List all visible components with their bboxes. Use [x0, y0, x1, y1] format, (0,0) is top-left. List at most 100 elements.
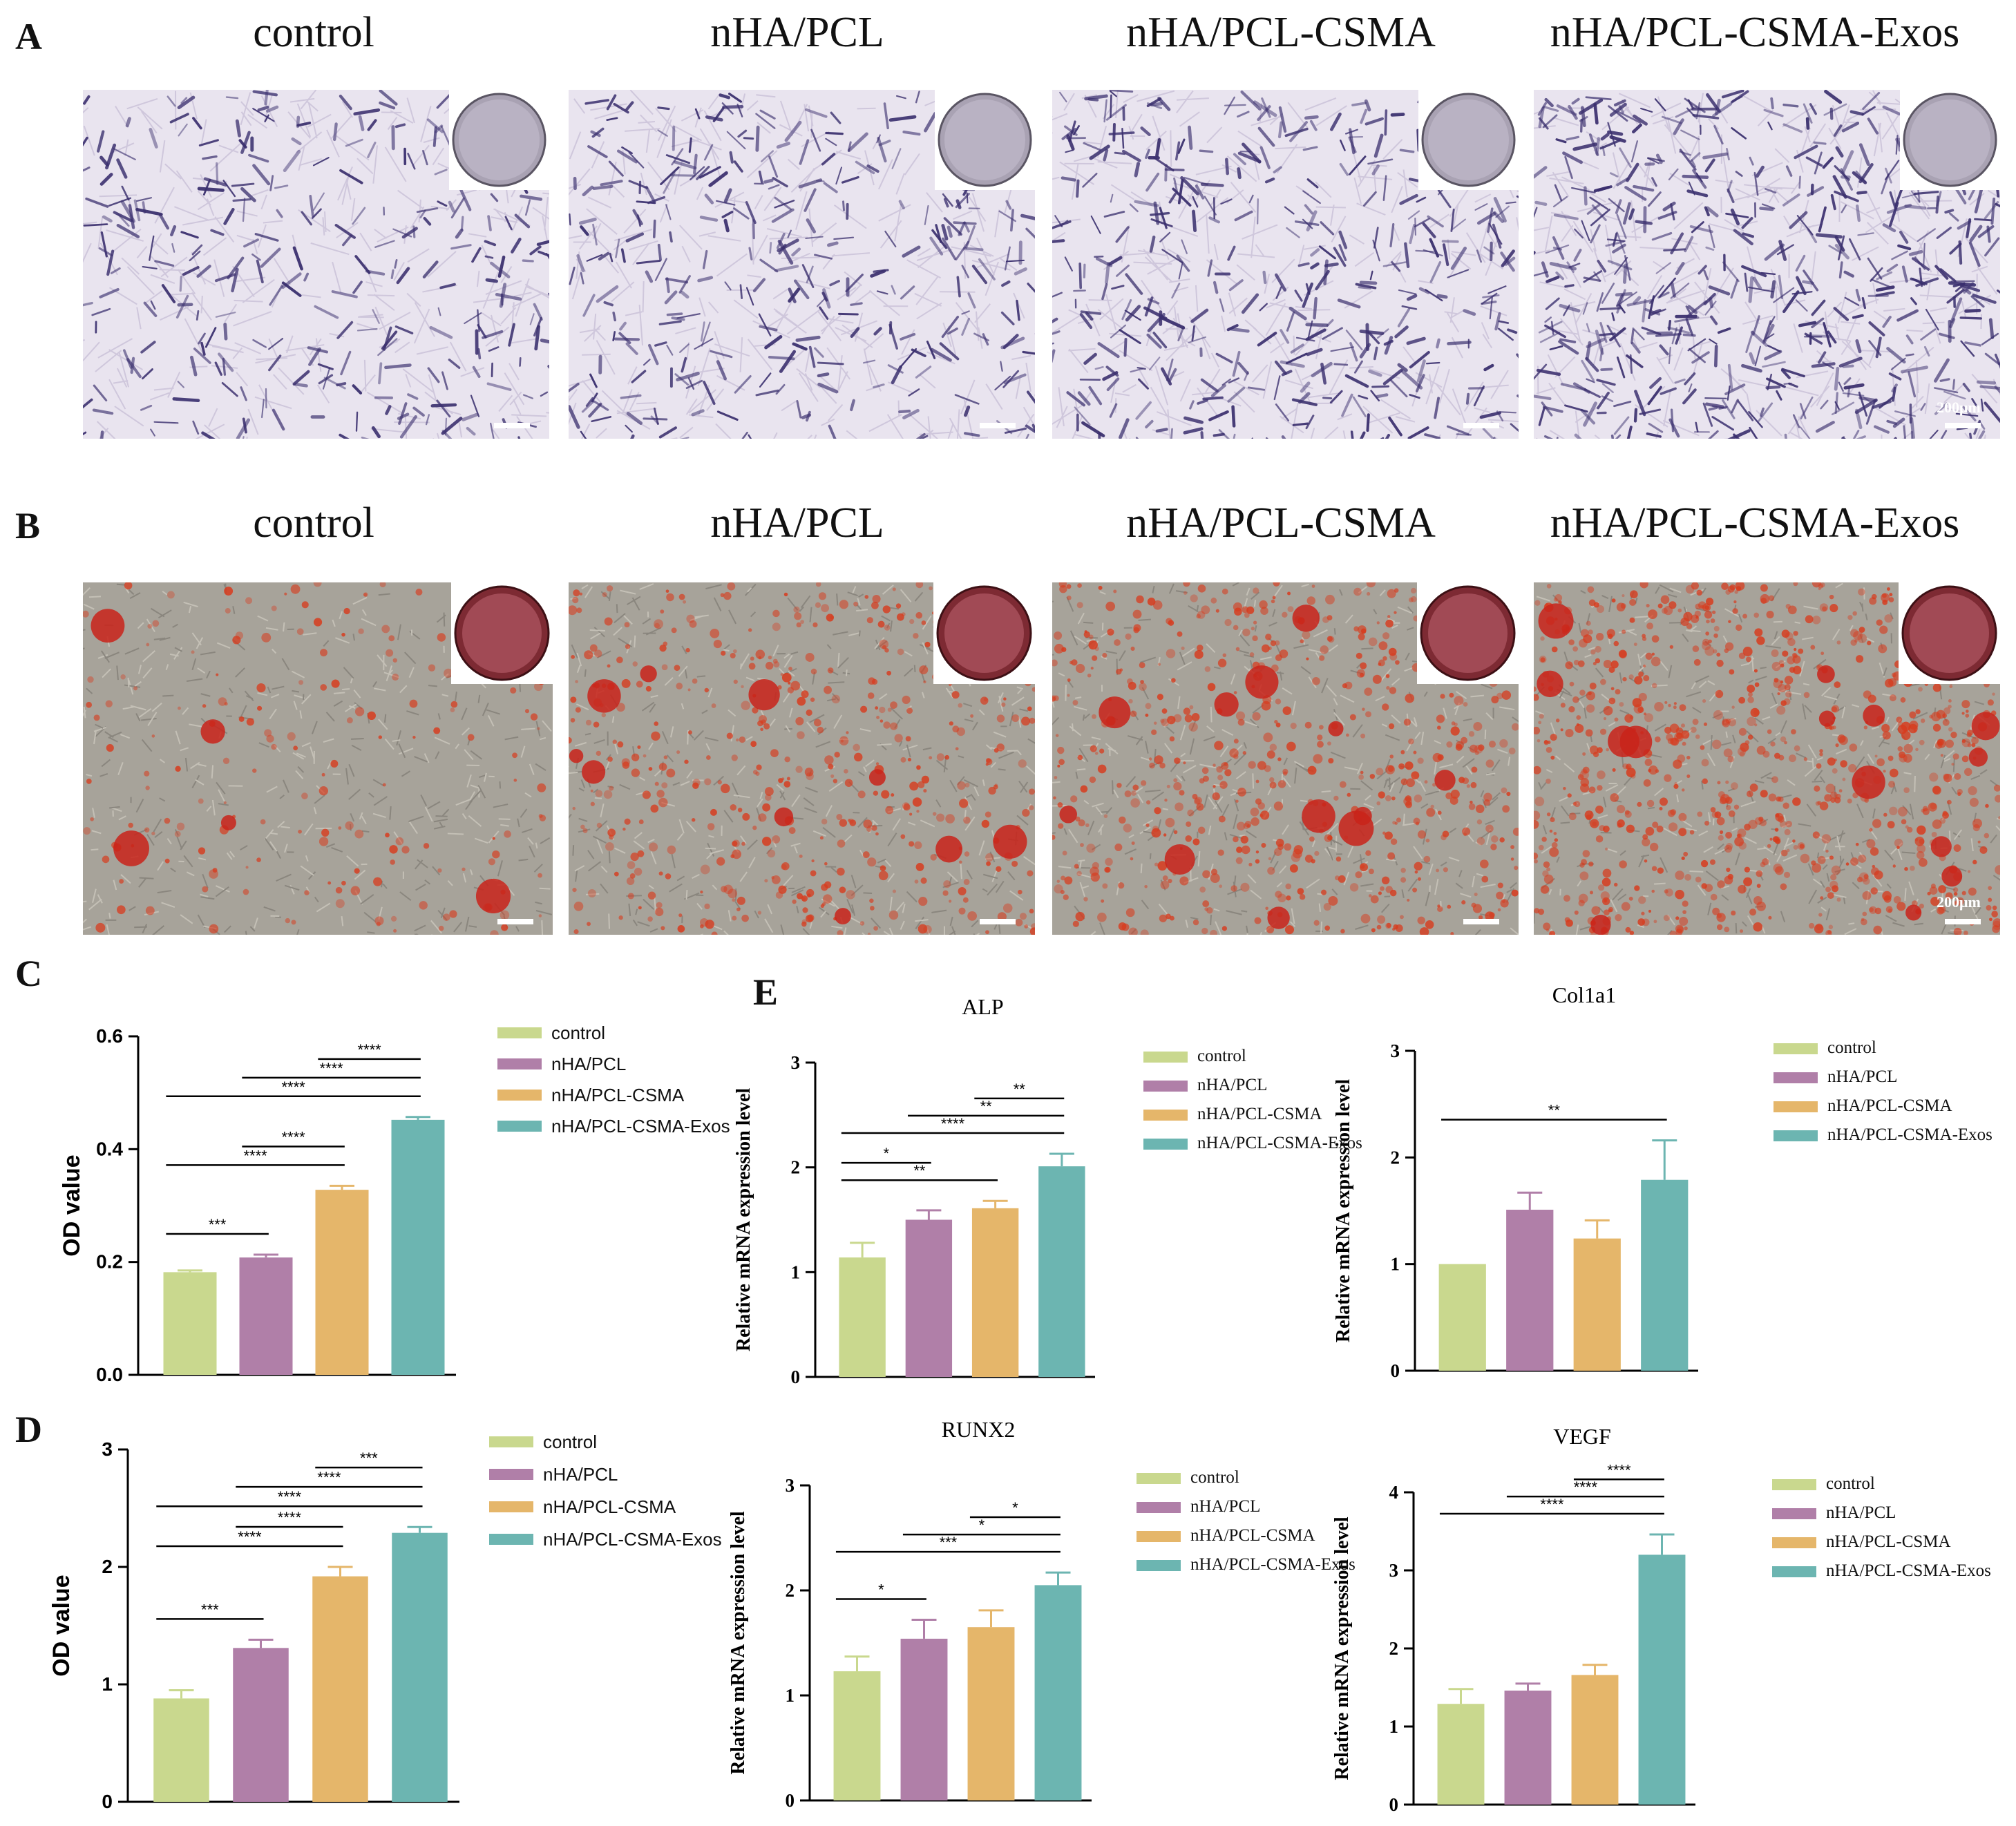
significance-label: ***: [940, 1534, 958, 1551]
chart-title: ALP: [962, 994, 1003, 1019]
axes: 0 1 2 3: [786, 1475, 1092, 1811]
axes: 0 1 2 3: [102, 1438, 459, 1812]
bar-nha-pcl-csma: [1571, 1675, 1619, 1805]
bar-nha-pcl-csma: [1573, 1238, 1621, 1371]
legend-label: nHA/PCL-CSMA: [1197, 1105, 1322, 1123]
legend-label: nHA/PCL-CSMA-Exos: [1190, 1555, 1356, 1574]
scale-bar-label: 200μm: [1937, 399, 1981, 416]
bar-nha-pcl-csma: [315, 1190, 369, 1375]
panel-a-title-nha-pcl-csma: nHA/PCL-CSMA: [1126, 9, 1436, 56]
legend-label: control: [1197, 1047, 1246, 1065]
significance-label: **: [980, 1098, 993, 1115]
legend-e-runx2: control nHA/PCL nHA/PCL-CSMA nHA/PCL-CSM…: [1137, 1468, 1385, 1586]
scale-bar-label: 200μm: [1937, 893, 1981, 911]
legend-swatch-control: [489, 1436, 533, 1447]
alp-well-inset-nha-pcl: [935, 90, 1035, 190]
legend-swatch-nha-pcl: [1143, 1081, 1188, 1092]
y-tick-label: 0: [102, 1791, 113, 1812]
y-tick-label: 1: [1389, 1716, 1399, 1737]
bar-control: [1437, 1704, 1485, 1805]
scale-bar: [1945, 919, 1981, 924]
legend-swatch-nha-pcl-csma-exos: [1773, 1130, 1818, 1141]
chart-title: Col1a1: [1552, 982, 1616, 1007]
legend-label: nHA/PCL-CSMA: [543, 1496, 676, 1517]
legend-label: nHA/PCL-CSMA: [1827, 1096, 1952, 1115]
legend-d: control nHA/PCL nHA/PCL-CSMA nHA/PCL-CSM…: [489, 1432, 752, 1556]
legend-swatch-nha-pcl-csma-exos: [1772, 1566, 1816, 1577]
bar-nha-pcl-csma: [967, 1627, 1015, 1800]
chart-title: RUNX2: [942, 1417, 1016, 1442]
legend-swatch-nha-pcl-csma: [497, 1090, 542, 1101]
ars-well-inset-nha-pcl-csma: [1417, 582, 1519, 684]
legend-swatch-control: [1773, 1043, 1818, 1054]
significance-label: ***: [209, 1216, 227, 1233]
y-tick-label: 3: [102, 1438, 113, 1460]
scale-bar: [980, 919, 1016, 924]
legend-e-col1a1: control nHA/PCL nHA/PCL-CSMA nHA/PCL-CSM…: [1773, 1038, 2008, 1156]
bar-nha-pcl-csma-exos: [392, 1532, 448, 1802]
y-tick-label: 4: [1389, 1482, 1399, 1503]
scale-bar: [497, 919, 533, 924]
significance-label: **: [1548, 1102, 1561, 1119]
significance-label: ***: [201, 1601, 219, 1618]
legend-swatch-control: [1772, 1479, 1816, 1490]
bar-nha-pcl: [1506, 1209, 1554, 1371]
legend-label: nHA/PCL: [1190, 1497, 1261, 1516]
legend-e-alp: control nHA/PCL nHA/PCL-CSMA nHA/PCL-CSM…: [1143, 1047, 1392, 1164]
panel-b-title-control: control: [253, 500, 374, 546]
legend-label: nHA/PCL: [551, 1054, 627, 1074]
panel-b-title-nha-pcl: nHA/PCL: [710, 500, 884, 546]
legend-label: nHA/PCL: [1827, 1067, 1898, 1086]
scale-bar: [1945, 423, 1981, 428]
y-tick-label: 3: [1389, 1560, 1399, 1581]
legend-swatch-nha-pcl: [1137, 1502, 1181, 1513]
significance-label: **: [1014, 1081, 1026, 1098]
legend-swatch-nha-pcl: [489, 1469, 533, 1480]
bar-control: [839, 1257, 886, 1377]
legend-swatch-nha-pcl-csma-exos: [497, 1121, 542, 1132]
significance-label: *: [1012, 1499, 1018, 1516]
y-tick-label: 0.2: [96, 1251, 123, 1273]
y-tick-label: 0: [786, 1790, 795, 1811]
bar-nha-pcl: [239, 1257, 293, 1375]
alp-well-inset-control: [449, 90, 549, 190]
legend-label: nHA/PCL-CSMA-Exos: [1826, 1561, 1991, 1580]
panel-letter-a: A: [15, 16, 42, 57]
panel-letter-b: B: [15, 505, 41, 546]
bar-nha-pcl-csma-exos: [1638, 1554, 1686, 1805]
bar-nha-pcl-csma-exos: [1641, 1179, 1689, 1371]
y-tick-label: 0.4: [96, 1138, 123, 1159]
bar-nha-pcl-csma: [971, 1208, 1019, 1377]
legend-label: nHA/PCL-CSMA: [551, 1085, 685, 1105]
y-tick-label: 1: [1391, 1254, 1400, 1275]
bar-control: [163, 1272, 217, 1375]
axes: 0 1 2 3 4: [1389, 1482, 1695, 1815]
significance-label: ****: [243, 1147, 267, 1164]
significance-label: ****: [1574, 1478, 1598, 1496]
y-tick-label: 2: [786, 1580, 795, 1601]
bar-nha-pcl: [905, 1219, 953, 1377]
y-tick-label: 2: [791, 1157, 801, 1178]
legend-swatch-control: [1143, 1052, 1188, 1063]
y-axis-label: OD value: [48, 1575, 75, 1676]
significance-label: ****: [319, 1060, 343, 1077]
significance-label: ****: [278, 1488, 302, 1505]
y-tick-label: 1: [791, 1262, 801, 1282]
panel-letter-e: E: [753, 971, 779, 1013]
y-tick-label: 0: [791, 1367, 801, 1387]
y-tick-label: 2: [102, 1556, 113, 1577]
legend-swatch-nha-pcl-csma: [1137, 1531, 1181, 1542]
y-tick-label: 0.0: [96, 1364, 123, 1385]
ars-well-inset-nha-pcl-csma-exos: [1899, 582, 2000, 684]
significance-label: *: [979, 1516, 985, 1534]
ars-well-inset-control: [451, 582, 553, 684]
scale-bar: [494, 423, 530, 428]
legend-label: nHA/PCL-CSMA-Exos: [543, 1529, 722, 1550]
significance-label: ****: [941, 1115, 965, 1132]
y-tick-label: 0: [1391, 1360, 1400, 1381]
panel-a-title-control: control: [253, 9, 374, 56]
legend-swatch-nha-pcl: [497, 1058, 542, 1069]
legend-swatch-nha-pcl-csma: [1143, 1110, 1188, 1121]
y-axis-label: OD value: [59, 1154, 85, 1256]
legend-label: nHA/PCL-CSMA: [1190, 1526, 1315, 1545]
